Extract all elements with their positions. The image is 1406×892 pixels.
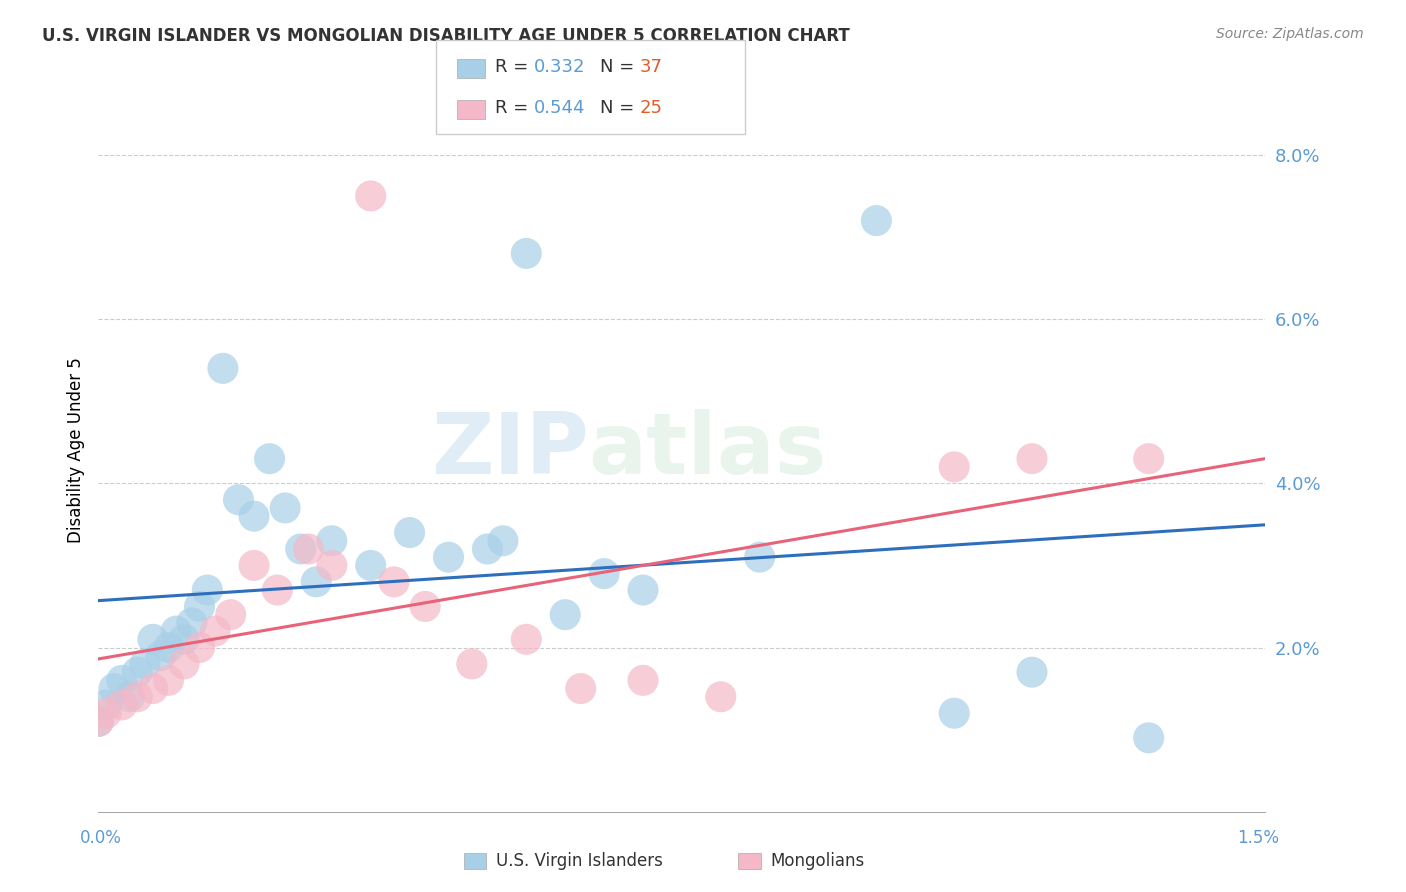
Point	[1021, 665, 1043, 680]
Point	[228, 492, 250, 507]
Point	[1021, 451, 1043, 466]
Point	[943, 459, 966, 474]
Point	[515, 246, 537, 260]
Point	[492, 533, 515, 548]
Text: N =: N =	[600, 58, 640, 76]
Point	[96, 698, 118, 712]
Point	[593, 566, 616, 581]
Text: 0.332: 0.332	[534, 58, 586, 76]
Text: atlas: atlas	[589, 409, 827, 492]
Point	[1137, 451, 1160, 466]
Text: 0.0%: 0.0%	[80, 829, 122, 847]
Text: N =: N =	[600, 99, 640, 117]
Point	[219, 607, 242, 622]
Point	[259, 451, 281, 466]
Point	[360, 558, 382, 573]
Point	[87, 714, 110, 729]
Point	[195, 582, 218, 597]
Point	[173, 657, 195, 671]
Text: R =: R =	[495, 99, 534, 117]
Point	[274, 500, 297, 515]
Point	[149, 648, 172, 663]
Point	[398, 525, 420, 540]
Point	[305, 574, 328, 589]
Text: 0.544: 0.544	[534, 99, 586, 117]
Point	[134, 657, 156, 671]
Point	[710, 690, 733, 704]
Point	[127, 690, 149, 704]
Point	[157, 640, 180, 655]
Point	[243, 509, 266, 524]
Point	[569, 681, 592, 696]
Point	[188, 640, 211, 655]
Text: Mongolians: Mongolians	[770, 852, 865, 870]
Point	[111, 673, 134, 688]
Text: Source: ZipAtlas.com: Source: ZipAtlas.com	[1216, 27, 1364, 41]
Text: U.S. VIRGIN ISLANDER VS MONGOLIAN DISABILITY AGE UNDER 5 CORRELATION CHART: U.S. VIRGIN ISLANDER VS MONGOLIAN DISABI…	[42, 27, 851, 45]
Point	[127, 665, 149, 680]
Point	[321, 533, 343, 548]
Point	[515, 632, 537, 647]
Point	[865, 213, 887, 227]
Point	[943, 706, 966, 721]
Point	[297, 541, 319, 556]
Point	[748, 550, 770, 565]
Point	[142, 632, 165, 647]
Point	[461, 657, 484, 671]
Point	[477, 541, 499, 556]
Text: 1.5%: 1.5%	[1237, 829, 1279, 847]
Point	[437, 550, 460, 565]
Point	[180, 615, 202, 630]
Point	[157, 673, 180, 688]
Text: 25: 25	[640, 99, 662, 117]
Point	[243, 558, 266, 573]
Point	[631, 582, 654, 597]
Point	[631, 673, 654, 688]
Point	[321, 558, 343, 573]
Point	[204, 624, 226, 639]
Text: 37: 37	[640, 58, 662, 76]
Point	[266, 582, 288, 597]
Point	[382, 574, 405, 589]
Point	[188, 599, 211, 614]
Text: ZIP: ZIP	[430, 409, 589, 492]
Point	[165, 624, 187, 639]
Point	[360, 189, 382, 203]
Y-axis label: Disability Age Under 5: Disability Age Under 5	[66, 358, 84, 543]
Point	[173, 632, 195, 647]
Point	[103, 681, 125, 696]
Text: U.S. Virgin Islanders: U.S. Virgin Islanders	[496, 852, 664, 870]
Point	[290, 541, 312, 556]
Point	[1137, 731, 1160, 745]
Point	[554, 607, 576, 622]
Point	[111, 698, 134, 712]
Text: R =: R =	[495, 58, 534, 76]
Point	[142, 681, 165, 696]
Point	[96, 706, 118, 721]
Point	[118, 690, 141, 704]
Point	[413, 599, 436, 614]
Point	[212, 361, 235, 376]
Point	[87, 714, 110, 729]
